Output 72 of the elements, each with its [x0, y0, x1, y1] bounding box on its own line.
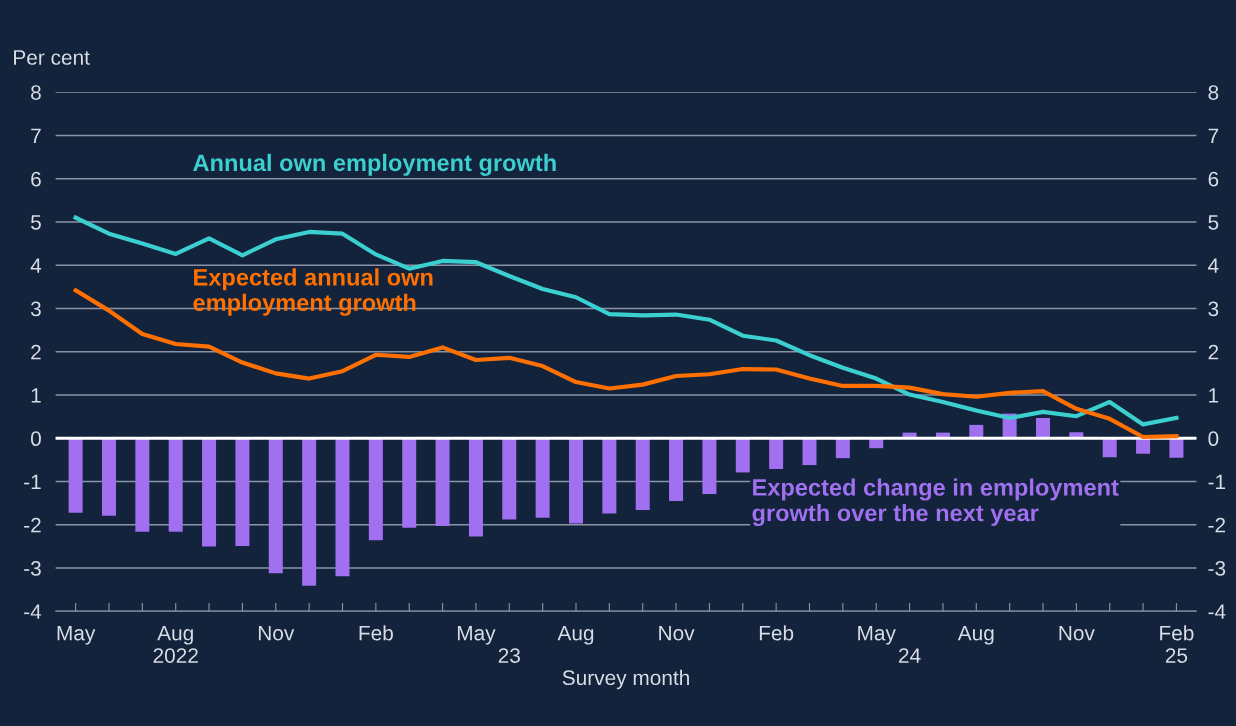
bar [769, 438, 784, 469]
x-tick-label: May [457, 625, 496, 645]
y-tick-label: -4 [24, 604, 42, 619]
bar [602, 438, 617, 514]
y2-tick-label: 0 [1208, 431, 1219, 447]
y2-tick-label: -1 [1208, 474, 1226, 490]
bar [568, 438, 583, 524]
x-tick-label: Aug [957, 625, 994, 645]
y-tick-label: 0 [30, 431, 41, 447]
y2-tick-label: 7 [1208, 128, 1219, 144]
y2-tick-label: 1 [1209, 388, 1219, 403]
y2-tick-label: 3 [1208, 301, 1219, 317]
y-tick-label: 8 [31, 85, 41, 100]
x-axis-title: Survey month [562, 669, 689, 690]
y2-tick-label: -2 [1208, 517, 1226, 533]
series-label: Expected annual own employment growth [193, 268, 433, 316]
y2-tick-label: 8 [1208, 85, 1219, 100]
bar [335, 438, 350, 577]
bar [835, 438, 850, 459]
x-tick-label: Nov [659, 625, 695, 641]
y-tick-label: -2 [24, 517, 41, 533]
y-tick-label: 5 [30, 215, 41, 230]
y-tick-label: 1 [31, 388, 41, 403]
x-tick-label: Feb [759, 625, 794, 641]
bar [1036, 417, 1051, 439]
bar [402, 438, 417, 528]
y-axis-title: Per cent [14, 50, 90, 65]
bar [168, 438, 183, 532]
bar [202, 438, 217, 547]
y2-tick-label: 5 [1208, 215, 1219, 230]
y2-tick-label: -3 [1208, 561, 1226, 576]
x-tick-label: Aug [557, 625, 594, 645]
bar [68, 438, 83, 513]
x-tick-label: 23 [498, 648, 520, 663]
bar [468, 438, 483, 537]
bar [101, 438, 116, 516]
x-tick-label: May [858, 625, 896, 645]
bar [635, 438, 650, 511]
bar [535, 438, 550, 518]
x-tick-label: Feb 25 [1160, 625, 1194, 663]
line-series [73, 215, 1179, 427]
y-tick-label: 4 [30, 258, 42, 273]
bar [702, 438, 717, 495]
text: Annual own employment growth [193, 153, 556, 176]
x-tick-label: Feb [359, 625, 393, 641]
y2-tick-label: 4 [1208, 258, 1219, 273]
bar [268, 438, 283, 574]
y-tick-label: 3 [30, 301, 41, 317]
x-tick-label: 24 [899, 648, 921, 663]
y-tick-label: 2 [31, 344, 41, 360]
bar [235, 438, 250, 546]
bar [502, 438, 517, 520]
bar [735, 438, 750, 473]
x-tick-label: Aug 2022 [153, 625, 198, 663]
y-tick-label: -3 [24, 561, 41, 576]
y-tick-label: 7 [31, 128, 41, 144]
series-label: Expected change in employment growth over the next year [752, 478, 1119, 527]
y2-tick-label: 2 [1208, 344, 1219, 360]
bar [802, 438, 817, 466]
bar [368, 438, 383, 541]
y-tick-label: 6 [31, 171, 41, 187]
bar [1169, 438, 1184, 458]
y2-tick-label: -4 [1208, 604, 1226, 619]
y-tick-label: -1 [24, 474, 41, 490]
x-tick-label: Nov [258, 625, 295, 641]
bar [135, 438, 150, 532]
x-tick-label: May [57, 625, 96, 645]
x-tick-label: Nov [1059, 625, 1095, 641]
bar [302, 438, 317, 586]
y2-tick-label: 6 [1208, 171, 1219, 187]
bar [669, 438, 684, 501]
bar [435, 438, 450, 527]
